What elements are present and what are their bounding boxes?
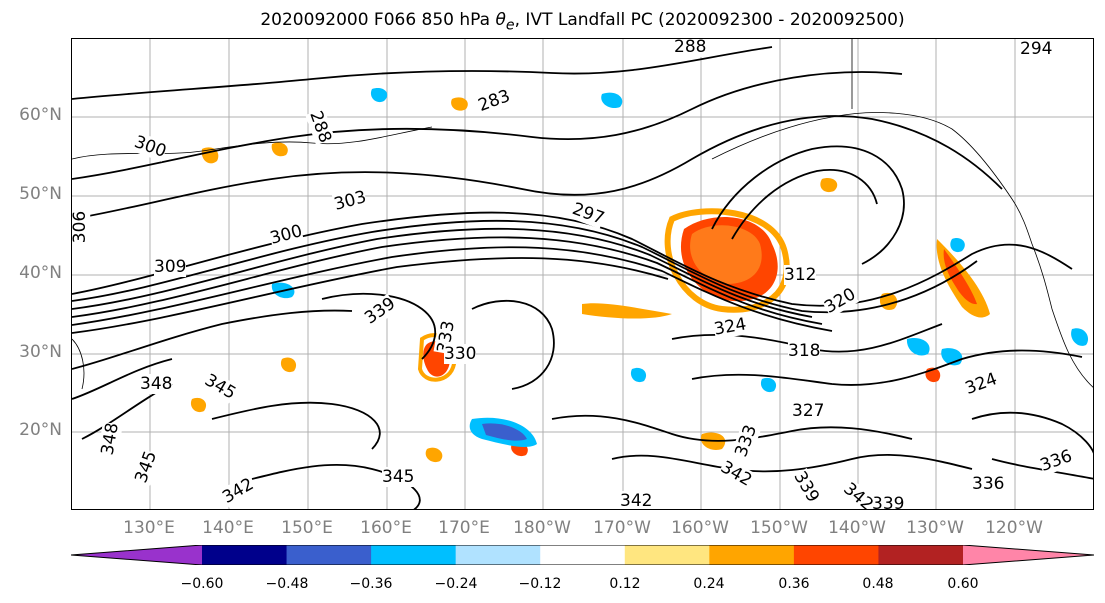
lat-label: 20°N (19, 420, 62, 440)
contour-label: 327 (792, 401, 825, 421)
theta-e-contours (72, 46, 1093, 509)
contour-label: 306 (71, 210, 91, 244)
title-suffix: , IVT Landfall PC (2020092300 - 20200925… (514, 10, 905, 30)
contour-label: 288 (305, 108, 336, 146)
colorbar-segment (793, 545, 879, 565)
contour-label: 297 (569, 199, 607, 229)
colorbar-segment (963, 545, 1094, 565)
contour-label: 288 (674, 38, 707, 57)
contour-label: 345 (382, 467, 415, 487)
colorbar-tick-label: 0.24 (693, 576, 725, 592)
lon-label: 180°W (513, 518, 571, 538)
colorbar-tick-label: 0.60 (947, 576, 979, 592)
lon-label: 140°W (828, 518, 886, 538)
colorbar-tick-label: 0.48 (862, 576, 894, 592)
contour-label: 339 (789, 467, 824, 507)
contour-label: 348 (97, 421, 123, 457)
colorbar-segment (709, 545, 795, 565)
colorbar-tick-label: −0.60 (180, 576, 224, 592)
ivt-negative-shading (271, 88, 1089, 447)
contour-label: 342 (717, 457, 756, 491)
lon-label: 170°E (438, 518, 490, 538)
contour-label: 342 (620, 491, 653, 510)
colorbar-tick-label: 0.36 (778, 576, 810, 592)
graticule (72, 39, 1093, 509)
contour-label: 320 (821, 284, 860, 318)
lon-label: 140°E (202, 518, 254, 538)
colorbar-segment (540, 545, 626, 565)
lon-label: 120°W (985, 518, 1043, 538)
contour-label: 348 (140, 374, 173, 394)
contour-label: 318 (788, 341, 821, 361)
lon-label: 130°W (906, 518, 964, 538)
title-subscript: e (505, 17, 515, 34)
colorbar-segment (371, 545, 457, 565)
colorbar-tick-label: −0.24 (434, 576, 478, 592)
contour-label: 300 (131, 132, 169, 162)
colorbar-tick-label: −0.36 (349, 576, 393, 592)
colorbar-tick-label: 0.12 (609, 576, 641, 592)
contour-label: 345 (131, 448, 162, 486)
contour-label: 294 (1020, 39, 1053, 59)
contour-label: 312 (784, 265, 817, 285)
contour-label: 330 (444, 344, 477, 364)
title-prefix: 2020092000 F066 850 hPa (260, 10, 496, 30)
contour-label: 309 (154, 257, 187, 277)
contour-label: 324 (962, 369, 1000, 399)
colorbar-tick-label: −0.12 (518, 576, 562, 592)
contour-label: 333 (731, 422, 762, 460)
contour-label: 339 (361, 293, 400, 329)
lon-label: 160°W (671, 518, 729, 538)
colorbar-segment (878, 545, 964, 565)
map-canvas (72, 39, 1093, 509)
colorbar-segment (455, 545, 541, 565)
title-symbol: θ (495, 10, 506, 30)
contour-label: 336 (972, 474, 1005, 494)
lon-label: 150°W (750, 518, 808, 538)
lat-label: 60°N (19, 105, 62, 125)
contour-label: 300 (267, 221, 305, 249)
contour-label: 324 (712, 314, 748, 340)
lat-label: 30°N (19, 342, 62, 362)
lon-label: 160°E (360, 518, 412, 538)
contour-label: 345 (201, 370, 240, 404)
lon-label: 150°E (281, 518, 333, 538)
map-panel: 288 294 283 288 300 306 303 297 300 309 … (71, 38, 1094, 510)
lat-label: 40°N (19, 263, 62, 283)
contour-label: 339 (872, 494, 905, 509)
map-title: 2020092000 F066 850 hPa θe, IVT Landfall… (0, 10, 1105, 33)
lat-label: 50°N (19, 184, 62, 204)
lon-label: 130°E (123, 518, 175, 538)
contour-label: 342 (839, 478, 878, 509)
contour-label: 303 (331, 187, 369, 215)
lon-label: 170°W (593, 518, 651, 538)
colorbar-segment (71, 545, 202, 565)
colorbar-segment (202, 545, 288, 565)
contour-label: 336 (1037, 446, 1075, 476)
colorbar (71, 545, 1094, 565)
contour-label: 342 (219, 474, 258, 508)
ivt-positive-shading (190, 97, 990, 463)
colorbar-segment (286, 545, 372, 565)
contour-labels: 288 294 283 288 300 306 303 297 300 309 … (71, 38, 1093, 510)
colorbar-segment (624, 545, 710, 565)
colorbar-tick-label: −0.48 (265, 576, 309, 592)
contour-label: 283 (475, 86, 513, 116)
